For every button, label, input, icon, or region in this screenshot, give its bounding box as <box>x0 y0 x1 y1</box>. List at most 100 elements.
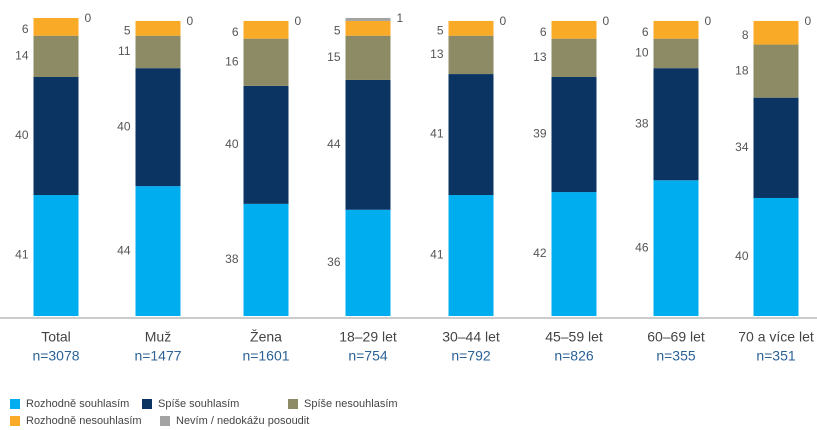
data-label: 16 <box>225 54 239 68</box>
n-label: n=1477 <box>134 348 181 364</box>
bar-segment <box>753 20 799 45</box>
x-tick-label: Muž <box>145 329 171 345</box>
data-label: 44 <box>117 243 131 257</box>
data-label: 36 <box>327 255 341 269</box>
bar-segment <box>448 20 494 36</box>
legend-swatch <box>10 399 20 409</box>
data-label: 18 <box>735 63 749 77</box>
bar-segment <box>243 203 289 316</box>
data-label: 40 <box>117 119 131 133</box>
bar-segment <box>551 192 597 316</box>
data-label: 38 <box>635 116 649 130</box>
data-label: 13 <box>533 50 547 64</box>
data-label: 38 <box>225 252 239 266</box>
bar-segment <box>135 68 181 187</box>
data-label: 41 <box>430 127 444 141</box>
data-label: 5 <box>437 23 444 37</box>
data-label: 40 <box>735 249 749 263</box>
data-label: 6 <box>540 25 547 39</box>
n-label: n=754 <box>348 348 388 364</box>
bar-segment <box>753 197 799 316</box>
data-label: 8 <box>742 28 749 42</box>
bar-segment <box>551 77 597 193</box>
bar-segment <box>33 195 79 316</box>
bar-segment <box>243 85 289 204</box>
bar-segment <box>753 97 799 198</box>
bar-segment <box>33 18 79 36</box>
bar-segment <box>33 77 79 196</box>
data-label: 0 <box>603 14 610 28</box>
data-label: 0 <box>500 14 507 28</box>
data-label: 0 <box>187 14 194 28</box>
data-label: 44 <box>327 137 341 151</box>
x-tick-label: 45–59 let <box>545 329 603 345</box>
bar-segment <box>551 38 597 78</box>
data-label: 5 <box>334 23 341 37</box>
legend-label: Nevím / nedokážu posoudit <box>176 415 309 427</box>
x-tick-label: Total <box>41 329 71 345</box>
bar-segment <box>551 20 597 39</box>
data-label: 41 <box>15 248 29 262</box>
bar-segment <box>653 38 699 69</box>
data-label: 6 <box>642 25 649 39</box>
bar-segment <box>135 20 181 36</box>
data-label: 0 <box>805 14 812 28</box>
n-label: n=3078 <box>32 348 79 364</box>
bar-segment <box>135 186 181 316</box>
data-label: 40 <box>225 137 239 151</box>
n-label: n=351 <box>756 348 796 364</box>
data-label: 6 <box>22 22 29 36</box>
bar-segment <box>345 20 391 36</box>
data-label: 11 <box>118 44 131 58</box>
bar-segment <box>653 20 699 39</box>
x-tick-label: 60–69 let <box>647 329 705 345</box>
bar-segment <box>448 35 494 75</box>
data-label: 41 <box>430 248 444 262</box>
bar-segment <box>33 35 79 78</box>
legend-swatch <box>288 399 298 409</box>
data-label: 5 <box>124 23 131 37</box>
data-label: 34 <box>735 140 749 154</box>
bar-segment <box>653 180 699 316</box>
data-label: 15 <box>327 50 341 64</box>
legend-label: Spíše nesouhlasím <box>304 398 398 410</box>
legend-label: Spíše souhlasím <box>158 398 239 410</box>
data-label: 10 <box>635 46 649 60</box>
legend-swatch <box>160 416 170 426</box>
x-tick-label: 70 a více let <box>738 329 814 345</box>
bar-segment <box>345 35 391 80</box>
bar-segment <box>753 44 799 98</box>
n-label: n=1601 <box>242 348 289 364</box>
legend-label: Rozhodně souhlasím <box>26 398 129 410</box>
legend-swatch <box>10 416 20 426</box>
legend-label: Rozhodně nesouhlasím <box>26 415 142 427</box>
x-tick-label: Žena <box>250 329 282 345</box>
bar-segment <box>243 38 289 86</box>
data-label: 1 <box>397 11 404 25</box>
bar-segment <box>345 79 391 210</box>
data-label: 13 <box>430 47 444 61</box>
data-label: 0 <box>705 14 712 28</box>
bar-segment <box>448 74 494 196</box>
data-label: 42 <box>533 246 547 260</box>
bar-segment <box>345 18 391 21</box>
data-label: 0 <box>85 11 92 25</box>
data-label: 14 <box>15 49 29 63</box>
n-label: n=355 <box>656 348 696 364</box>
legend-swatch <box>142 399 152 409</box>
data-label: 46 <box>635 240 649 254</box>
bar-segment <box>135 35 181 69</box>
n-label: n=792 <box>451 348 491 364</box>
data-label: 39 <box>533 127 547 141</box>
bar-segment <box>448 195 494 316</box>
bar-segment <box>345 209 391 316</box>
x-tick-label: 18–29 let <box>339 329 397 345</box>
n-label: n=826 <box>554 348 594 364</box>
data-label: 0 <box>295 14 302 28</box>
x-tick-label: 30–44 let <box>442 329 500 345</box>
data-label: 40 <box>15 128 29 142</box>
bar-segment <box>653 68 699 181</box>
data-label: 6 <box>232 25 239 39</box>
bar-segment <box>243 20 289 39</box>
